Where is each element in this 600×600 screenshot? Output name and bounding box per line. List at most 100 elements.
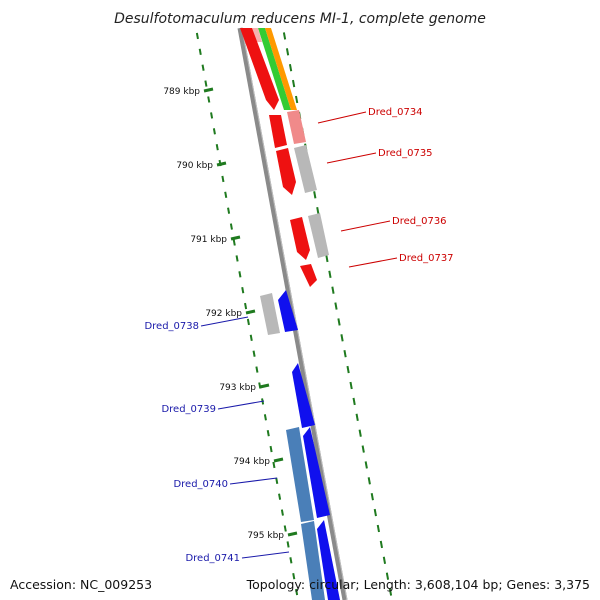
gene-features [240, 28, 340, 600]
gene-label-dred_0740[interactable]: Dred_0740 [173, 479, 228, 490]
scale-dot [272, 461, 276, 469]
scale-dot [358, 429, 362, 437]
scale-dot [229, 223, 233, 230]
gene-label-dred_0741[interactable]: Dred_0741 [185, 553, 240, 564]
tick-label: 790 kbp [176, 161, 213, 171]
scale-dot [224, 191, 228, 199]
tick-mark [245, 309, 256, 315]
scale-dot [352, 397, 356, 406]
tick-label: 792 kbp [205, 309, 242, 319]
scale-dot [334, 302, 338, 310]
scale-dot [379, 540, 384, 549]
scale-dot [295, 95, 299, 104]
scale-dot [340, 334, 344, 342]
gene-arrow [303, 427, 330, 518]
accession-text: Accession: NC_009253 [10, 577, 153, 592]
leader-line [217, 400, 265, 410]
scale-dot [255, 366, 259, 373]
scale-dot [252, 350, 256, 357]
leader-line [340, 220, 391, 232]
scale-dot [212, 128, 216, 135]
scale-dot [288, 64, 293, 72]
scale-dot [361, 445, 365, 453]
scale-dot [367, 477, 371, 485]
leader-line [317, 111, 367, 124]
scale-dot [238, 271, 242, 278]
scale-dot [337, 318, 341, 326]
scale-dot [244, 302, 248, 310]
scale-dots [195, 32, 393, 596]
scale-dot [364, 461, 368, 469]
gene-arrow [292, 363, 315, 428]
scale-dot [328, 270, 332, 278]
scale-dot [325, 254, 329, 263]
gene-label-dred_0737[interactable]: Dred_0737 [399, 253, 454, 264]
leader-line [229, 477, 278, 485]
tick-label: 791 kbp [190, 235, 227, 245]
scale-dot [195, 32, 199, 40]
tick-label: 789 kbp [163, 87, 200, 97]
scale-dot [313, 191, 317, 199]
scale-dot [343, 350, 347, 358]
tick-mark [230, 235, 241, 241]
scale-dot [355, 413, 359, 421]
scale-dot [285, 48, 290, 56]
leader-line [348, 257, 398, 268]
tick-mark [203, 87, 214, 93]
scale-dot [346, 365, 350, 374]
scale-dot [246, 318, 250, 326]
scale-dot [291, 79, 296, 88]
scale-dot [382, 556, 387, 564]
scale-dot [349, 381, 353, 390]
tick-mark [216, 161, 227, 167]
scale-dot [275, 477, 279, 485]
gene-label-dred_0734[interactable]: Dred_0734 [368, 107, 423, 118]
scale-dot [286, 541, 290, 548]
gene-block [260, 293, 280, 335]
scale-dot [232, 239, 236, 246]
scale-dot [292, 572, 296, 580]
scale-dot [282, 32, 287, 40]
green-track [258, 28, 291, 110]
gene-label-dred_0735[interactable]: Dred_0735 [378, 148, 433, 159]
scale-dot [331, 286, 335, 294]
gene-label-dred_0739[interactable]: Dred_0739 [161, 404, 216, 415]
scale-dot [280, 509, 284, 516]
gene-arrow [276, 148, 296, 195]
scale-dot [289, 557, 293, 564]
scale-dot [385, 572, 390, 580]
topology-text: Topology: circular; Length: 3,608,104 bp… [246, 577, 590, 592]
gene-arrow [278, 290, 298, 332]
scale-dot [204, 80, 208, 87]
gene-label-dred_0736[interactable]: Dred_0736 [392, 216, 447, 227]
scale-dot [221, 175, 225, 183]
gene-labels: Dred_0734 Dred_0735 Dred_0736 Dred_0737 Dred… [144, 107, 453, 564]
scale-dot [370, 493, 374, 501]
tick-mark [287, 531, 298, 537]
scale-dot [376, 524, 380, 533]
gene-label-dred_0738[interactable]: Dred_0738 [144, 321, 199, 332]
backbone-highlight [241, 27, 348, 600]
map-title: Desulfotomaculum reducens MI-1, complete… [114, 11, 486, 27]
gene-block [269, 115, 287, 148]
scale-dot [263, 414, 267, 421]
tick-label: 795 kbp [247, 531, 284, 541]
scale-dot [266, 429, 270, 437]
gene-block [286, 427, 314, 522]
tick-mark [273, 457, 284, 463]
gene-block [308, 213, 329, 258]
scale-dot [269, 445, 273, 453]
gene-arrow [300, 264, 317, 287]
scale-dot [388, 588, 393, 596]
gene-arrow [317, 520, 340, 600]
scale-dot [210, 112, 214, 119]
scale-dot [316, 207, 320, 215]
tick-label: 793 kbp [219, 383, 256, 393]
pink-track [252, 28, 262, 42]
scale-dot [283, 525, 287, 532]
scale-dot [258, 382, 262, 389]
orange-track [265, 28, 297, 110]
tick-label: 794 kbp [233, 457, 270, 467]
scale-dot [207, 96, 211, 103]
gene-block [287, 110, 306, 144]
